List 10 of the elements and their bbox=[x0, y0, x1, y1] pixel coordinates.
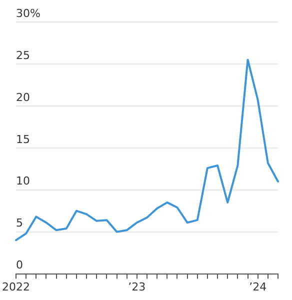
x-tick-label: ’24 bbox=[249, 280, 267, 294]
y-tick-label: 5 bbox=[16, 216, 23, 230]
y-tick-label: 30% bbox=[16, 6, 40, 20]
y-tick-label: 0 bbox=[16, 258, 23, 272]
y-tick-label: 10 bbox=[16, 174, 30, 188]
y-tick-label: 25 bbox=[16, 48, 30, 62]
y-tick-label: 20 bbox=[16, 90, 30, 104]
y-tick-label: 15 bbox=[16, 132, 30, 146]
x-tick-label: 2022 bbox=[2, 280, 30, 294]
x-tick-label: ’23 bbox=[128, 280, 146, 294]
